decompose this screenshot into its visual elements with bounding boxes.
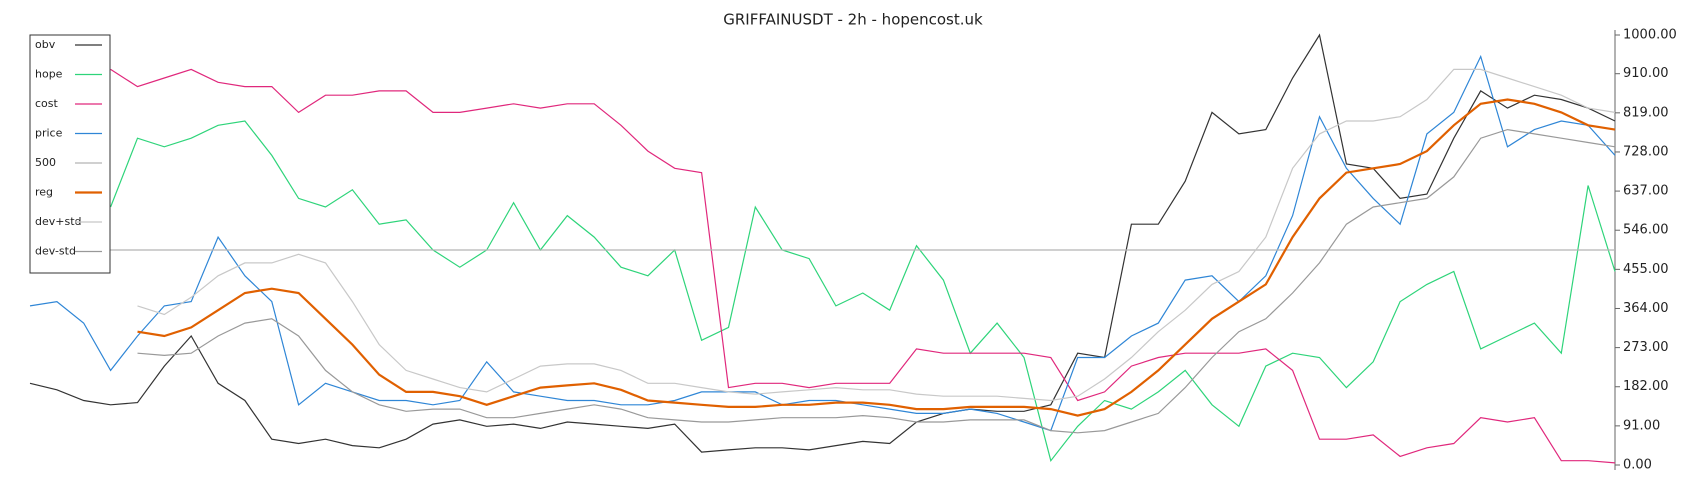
legend-label: dev+std [35,215,82,228]
y-tick-label: 455.00 [1623,262,1669,277]
series-line [29,54,1616,432]
legend-label: dev-std [35,245,76,258]
series-line [137,68,1616,402]
y-tick-label: 1000.00 [1623,28,1677,43]
chart-title: GRIFFAINUSDT - 2h - hopencost.uk [723,11,983,29]
legend-label: reg [35,186,53,199]
series-line [110,120,1616,463]
y-tick-label: 728.00 [1623,144,1669,159]
legend-label: obv [35,38,56,51]
y-tick-label: 182.00 [1623,379,1669,394]
legend-label: price [35,127,63,140]
y-tick-label: 273.00 [1623,340,1669,355]
series-line [137,98,1616,417]
legend-label: cost [35,97,59,110]
y-tick-label: 819.00 [1623,105,1669,120]
legend: obv hope cost price 500 reg dev+std dev-std [29,34,111,274]
y-tick-label: 637.00 [1623,184,1669,199]
series-line [110,68,1616,464]
series-line [29,33,1616,453]
y-tick-label: 91.00 [1623,418,1660,433]
y-tick-label: 364.00 [1623,301,1669,316]
series-line [137,128,1616,434]
legend-label: hope [35,68,63,81]
legend-label: 500 [35,156,56,169]
y-tick-label: 0.00 [1623,458,1652,473]
y-tick-label: 546.00 [1623,223,1669,238]
y-tick-label: 910.00 [1623,66,1669,81]
